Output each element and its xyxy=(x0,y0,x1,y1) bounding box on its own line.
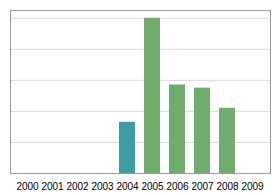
svg-text:2004: 2004 xyxy=(116,181,139,192)
svg-text:2008: 2008 xyxy=(216,181,239,192)
svg-text:2001: 2001 xyxy=(41,181,64,192)
svg-text:2006: 2006 xyxy=(166,181,189,192)
svg-text:2009: 2009 xyxy=(241,181,264,192)
svg-text:2003: 2003 xyxy=(91,181,114,192)
svg-text:2002: 2002 xyxy=(66,181,89,192)
svg-text:2000: 2000 xyxy=(16,181,39,192)
svg-text:2007: 2007 xyxy=(191,181,214,192)
svg-text:2005: 2005 xyxy=(141,181,164,192)
